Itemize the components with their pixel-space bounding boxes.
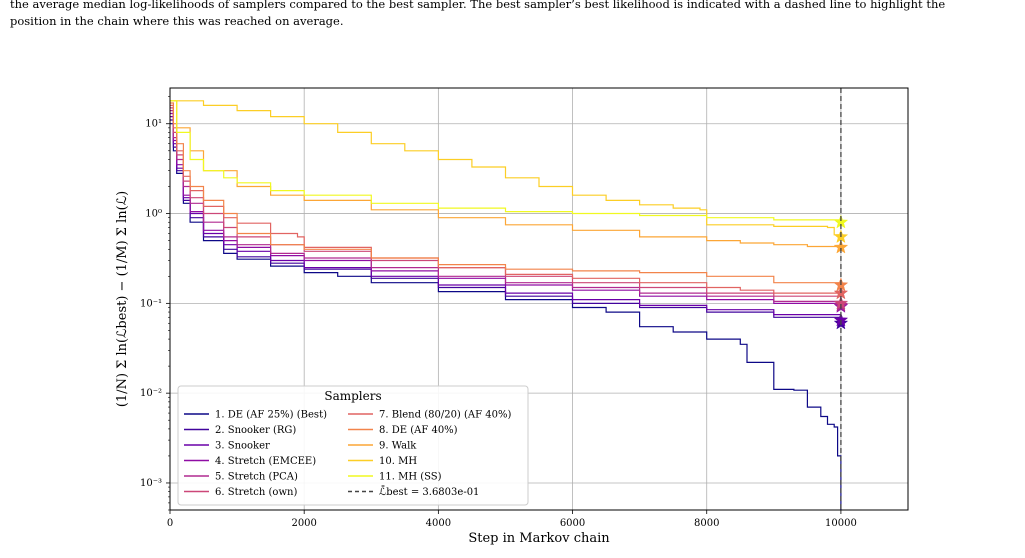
- x-axis-label: Step in Markov chain: [468, 531, 610, 546]
- y-tick-label: 10⁰: [145, 209, 162, 220]
- y-axis-label-text: (1/N) Σ ln(ℒbest) − (1/M) Σ ln(ℒ): [115, 191, 130, 407]
- series-line-11: [170, 100, 842, 223]
- legend-entry-label: 11. MH (SS): [379, 472, 442, 483]
- legend-entry-label: 1. DE (AF 25%) (Best): [215, 410, 327, 421]
- series-lines: [170, 100, 842, 510]
- y-axis-ticks: 10⁻³ 10⁻² 10⁻¹ 10⁰ 10¹: [140, 96, 170, 511]
- x-tick-label: 8000: [694, 518, 719, 529]
- x-tick-label: 10000: [825, 518, 857, 529]
- y-tick-label: 10⁻¹: [140, 298, 162, 309]
- x-tick-label: 2000: [291, 518, 316, 529]
- legend-entry-label: 5. Stretch (PCA): [215, 472, 298, 483]
- legend-entry-label: 3. Snooker: [215, 441, 270, 452]
- y-tick-label: 10⁻³: [140, 478, 162, 489]
- legend-entry-label: 7. Blend (80/20) (AF 40%): [379, 410, 511, 421]
- legend: Samplers 1. DE (AF 25%) (Best) 2. Snooker …: [177, 385, 529, 506]
- series-line-7: [170, 104, 841, 294]
- series-line-9: [170, 100, 842, 248]
- series-line-8: [170, 102, 842, 285]
- legend-entry-label: 9. Walk: [379, 441, 417, 452]
- legend-entry-label: ℒ̄best = 3.6803e-01: [379, 486, 479, 498]
- caption-line-1: the average median log-likelihoods of sa…: [10, 0, 946, 11]
- y-tick-label: 10⁻²: [140, 388, 162, 399]
- x-tick-label: 0: [167, 518, 173, 529]
- x-tick-label: 6000: [560, 518, 585, 529]
- legend-entry-label: 6. Stretch (own): [215, 487, 297, 498]
- legend-entry-label: 8. DE (AF 40%): [379, 425, 458, 436]
- legend-entry-label: 4. Stretch (EMCEE): [215, 456, 316, 467]
- figure-caption: the average median log-likelihoods of sa…: [10, 0, 1015, 30]
- y-axis-label: (1/N) Σ ln(ℒbest) − (1/M) Σ ln(ℒ): [115, 191, 130, 407]
- y-tick-label: 10¹: [145, 119, 162, 130]
- caption-line-2: position in the chain where this was rea…: [10, 14, 344, 28]
- x-axis-ticks: 0 2000 4000 6000 8000 10000: [167, 510, 857, 529]
- series-line-10: [170, 100, 842, 237]
- legend-title: Samplers: [324, 389, 381, 403]
- legend-entry-label: 2. Snooker (RG): [215, 425, 296, 436]
- x-tick-label: 4000: [426, 518, 451, 529]
- plot-frame: [169, 87, 909, 511]
- legend-entry-label: 10. MH: [379, 456, 417, 467]
